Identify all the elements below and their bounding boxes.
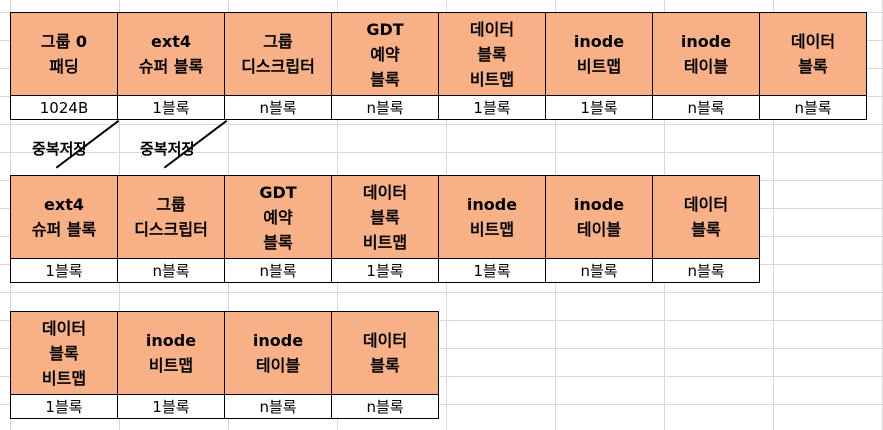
header-cell[interactable]: 데이터 블록 비트맵 xyxy=(331,175,439,259)
size-cell[interactable]: n블록 xyxy=(224,258,332,283)
size-cell[interactable]: 1블록 xyxy=(438,258,546,283)
header-label: 데이터 블록 xyxy=(683,195,729,239)
header-label: inode 비트맵 xyxy=(466,195,518,239)
structure-column: 데이터 블록 n블록 xyxy=(759,12,867,120)
size-cell[interactable]: n블록 xyxy=(224,95,332,120)
size-cell[interactable]: 1블록 xyxy=(117,95,225,120)
size-cell[interactable]: 1블록 xyxy=(117,394,225,419)
structure-column: 그룹 디스크립터 n블록 xyxy=(224,12,332,120)
header-cell[interactable]: 그룹 디스크립터 xyxy=(117,175,225,259)
header-label: ext4 슈퍼 블록 xyxy=(138,32,204,76)
structure-column: ext4 슈퍼 블록 1블록 xyxy=(117,12,225,120)
header-label: 데이터 블록 xyxy=(790,32,836,76)
structure-column: 데이터 블록 n블록 xyxy=(331,311,439,419)
structure-column: inode 비트맵 1블록 xyxy=(545,12,653,120)
header-label: inode 비트맵 xyxy=(145,331,197,375)
size-cell[interactable]: n블록 xyxy=(331,95,439,120)
header-cell[interactable]: inode 비트맵 xyxy=(117,311,225,395)
header-cell[interactable]: ext4 슈퍼 블록 xyxy=(117,12,225,96)
size-cell[interactable]: n블록 xyxy=(117,258,225,283)
header-cell[interactable]: 데이터 블록 xyxy=(759,12,867,96)
structure-column: 그룹 디스크립터 n블록 xyxy=(117,175,225,283)
header-cell[interactable]: GDT 예약 블록 xyxy=(224,175,332,259)
structure-column: inode 테이블 n블록 xyxy=(652,12,760,120)
size-cell[interactable]: 1블록 xyxy=(10,258,118,283)
header-cell[interactable]: inode 테이블 xyxy=(545,175,653,259)
block-group-plain-row: 데이터 블록 비트맵 1블록 inode 비트맵 1블록 inode 테이블 n블록 데이터… xyxy=(10,311,439,419)
header-cell[interactable]: 데이터 블록 xyxy=(652,175,760,259)
size-cell[interactable]: 1블록 xyxy=(331,258,439,283)
structure-column: ext4 슈퍼 블록 1블록 xyxy=(10,175,118,283)
header-cell[interactable]: 그룹 디스크립터 xyxy=(224,12,332,96)
header-cell[interactable]: 그룹 0 패딩 xyxy=(10,12,118,96)
header-cell[interactable]: inode 비트맵 xyxy=(438,175,546,259)
block-group-0-row: 그룹 0 패딩 1024B ext4 슈퍼 블록 1블록 그룹 디스크립터 n블록 GDT … xyxy=(10,12,867,120)
header-label: 데이터 블록 비트맵 xyxy=(362,182,408,252)
header-cell[interactable]: 데이터 블록 xyxy=(331,311,439,395)
structure-column: inode 테이블 n블록 xyxy=(545,175,653,283)
header-cell[interactable]: inode 테이블 xyxy=(652,12,760,96)
structure-column: inode 비트맵 1블록 xyxy=(117,311,225,419)
header-label: 데이터 블록 비트맵 xyxy=(41,318,87,388)
size-cell[interactable]: n블록 xyxy=(652,258,760,283)
header-label: GDT 예약 블록 xyxy=(366,19,404,89)
size-cell[interactable]: 1블록 xyxy=(545,95,653,120)
header-label: 그룹 0 패딩 xyxy=(40,32,88,76)
header-label: 데이터 블록 비트맵 xyxy=(469,19,515,89)
header-label: inode 테이블 xyxy=(252,331,304,375)
structure-column: 그룹 0 패딩 1024B xyxy=(10,12,118,120)
size-cell[interactable]: n블록 xyxy=(545,258,653,283)
header-label: inode 테이블 xyxy=(573,195,625,239)
header-label: ext4 슈퍼 블록 xyxy=(31,195,97,239)
structure-column: 데이터 블록 비트맵 1블록 xyxy=(331,175,439,283)
structure-column: 데이터 블록 비트맵 1블록 xyxy=(10,311,118,419)
structure-column: inode 테이블 n블록 xyxy=(224,311,332,419)
header-cell[interactable]: GDT 예약 블록 xyxy=(331,12,439,96)
header-cell[interactable]: ext4 슈퍼 블록 xyxy=(10,175,118,259)
size-cell[interactable]: 1블록 xyxy=(10,394,118,419)
header-label: 데이터 블록 xyxy=(362,331,408,375)
size-cell[interactable]: n블록 xyxy=(759,95,867,120)
header-label: 그룹 디스크립터 xyxy=(134,195,208,239)
duplicate-label-2: 중복저장 xyxy=(140,140,196,158)
structure-column: 데이터 블록 n블록 xyxy=(652,175,760,283)
header-label: inode 비트맵 xyxy=(573,32,625,76)
header-cell[interactable]: 데이터 블록 비트맵 xyxy=(10,311,118,395)
size-cell[interactable]: 1블록 xyxy=(438,95,546,120)
header-label: GDT 예약 블록 xyxy=(259,182,297,252)
header-cell[interactable]: inode 테이블 xyxy=(224,311,332,395)
header-label: 그룹 디스크립터 xyxy=(241,32,315,76)
size-cell[interactable]: n블록 xyxy=(331,394,439,419)
header-cell[interactable]: 데이터 블록 비트맵 xyxy=(438,12,546,96)
structure-column: 데이터 블록 비트맵 1블록 xyxy=(438,12,546,120)
block-group-n-row: ext4 슈퍼 블록 1블록 그룹 디스크립터 n블록 GDT 예약 블록 n블록 데이터 … xyxy=(10,175,760,283)
duplicate-label-1: 중복저장 xyxy=(32,140,88,158)
structure-column: inode 비트맵 1블록 xyxy=(438,175,546,283)
structure-column: GDT 예약 블록 n블록 xyxy=(331,12,439,120)
size-cell[interactable]: n블록 xyxy=(652,95,760,120)
size-cell[interactable]: n블록 xyxy=(224,394,332,419)
header-label: inode 테이블 xyxy=(680,32,732,76)
size-cell[interactable]: 1024B xyxy=(10,95,118,120)
structure-column: GDT 예약 블록 n블록 xyxy=(224,175,332,283)
header-cell[interactable]: inode 비트맵 xyxy=(545,12,653,96)
